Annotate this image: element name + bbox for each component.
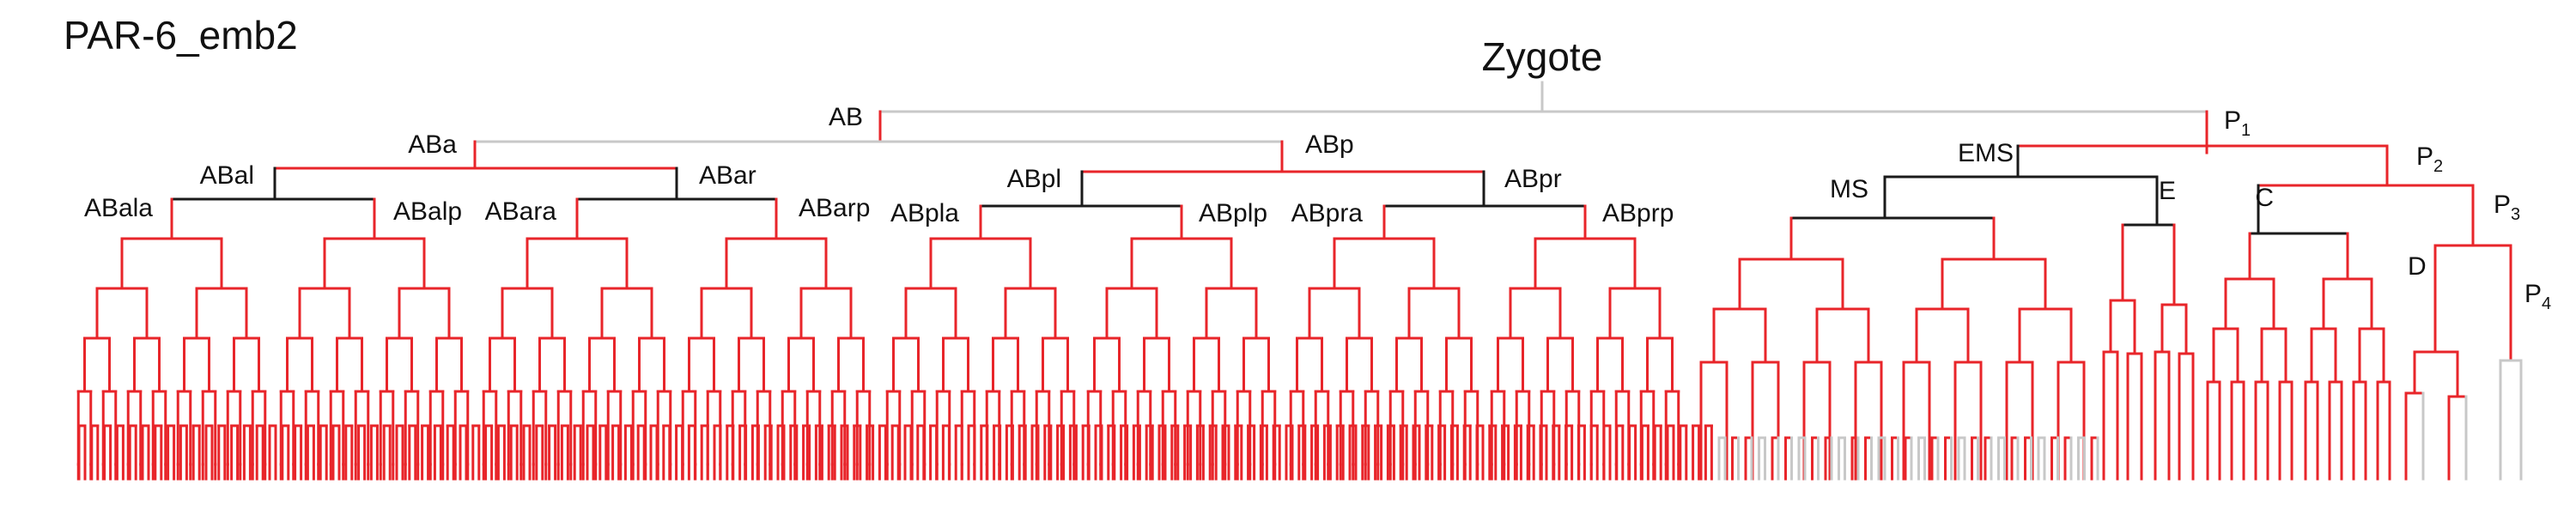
cell-label-ABa: ABa: [408, 130, 457, 159]
cell-label-C: C: [2255, 184, 2274, 212]
cell-label-AB: AB: [829, 103, 863, 131]
cell-label-ABara: ABara: [485, 197, 557, 226]
zygote-label: Zygote: [1482, 34, 1603, 79]
cell-label-MS: MS: [1830, 175, 1868, 203]
cell-label-EMS: EMS: [1958, 139, 2014, 167]
page-title: PAR-6_emb2: [64, 13, 298, 58]
cell-label-ABplp: ABplp: [1199, 199, 1267, 227]
cell-label-ABp: ABp: [1305, 130, 1354, 159]
cell-label-P3: P3: [2494, 191, 2520, 224]
cell-label-P1: P1: [2224, 106, 2251, 140]
cell-label-E: E: [2159, 177, 2176, 205]
cell-label-ABala: ABala: [84, 194, 153, 222]
cell-label-ABpla: ABpla: [890, 199, 959, 227]
cell-label-ABpra: ABpra: [1291, 199, 1364, 227]
cell-label-ABalp: ABalp: [393, 197, 462, 226]
cell-label-D: D: [2408, 252, 2427, 281]
cell-label-ABal: ABal: [200, 161, 254, 190]
cell-label-ABpl: ABpl: [1007, 165, 1061, 193]
cell-label-ABpr: ABpr: [1504, 165, 1562, 193]
cell-label-P2: P2: [2416, 142, 2443, 176]
cell-label-ABarp: ABarp: [799, 194, 870, 222]
cell-label-P4: P4: [2524, 280, 2551, 313]
cell-label-ABar: ABar: [699, 161, 756, 190]
lineage-branches: [76, 81, 2523, 481]
cell-label-ABprp: ABprp: [1602, 199, 1674, 227]
